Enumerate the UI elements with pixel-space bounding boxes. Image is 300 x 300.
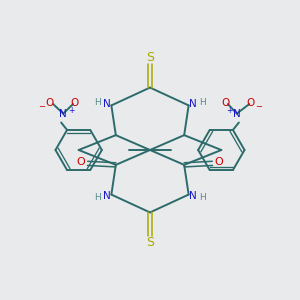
Text: +: + <box>68 106 74 115</box>
Text: H: H <box>94 98 101 107</box>
Text: O: O <box>45 98 53 108</box>
Text: O: O <box>70 98 79 108</box>
Text: −: − <box>255 102 262 111</box>
Text: O: O <box>221 98 230 108</box>
Text: S: S <box>146 236 154 249</box>
Text: O: O <box>77 157 85 167</box>
Text: H: H <box>199 98 206 107</box>
Text: H: H <box>199 193 206 202</box>
Text: H: H <box>94 193 101 202</box>
Text: −: − <box>38 102 45 111</box>
Text: N: N <box>59 109 67 118</box>
Text: O: O <box>214 157 223 167</box>
Text: N: N <box>233 109 241 118</box>
Text: N: N <box>103 99 111 109</box>
Text: +: + <box>226 106 232 115</box>
Text: O: O <box>247 98 255 108</box>
Text: S: S <box>146 51 154 64</box>
Text: N: N <box>189 191 197 201</box>
Text: N: N <box>189 99 197 109</box>
Text: N: N <box>103 191 111 201</box>
